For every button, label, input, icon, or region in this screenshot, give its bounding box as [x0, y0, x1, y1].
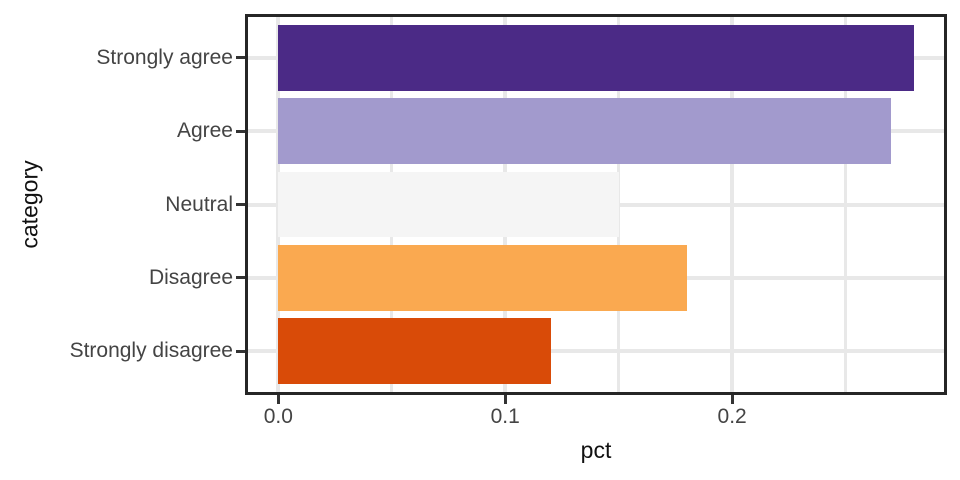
x-axis-tick: [276, 395, 280, 404]
y-axis-tick: [236, 349, 245, 353]
x-tick-label: 0.0: [263, 405, 293, 428]
y-axis-tick: [236, 276, 245, 280]
panel-border-right: [944, 14, 947, 395]
bar-strongly-disagree: [278, 318, 551, 384]
bar-neutral: [278, 171, 619, 238]
y-tick-label: Agree: [176, 119, 233, 143]
x-axis-tick: [503, 395, 507, 404]
panel-border-bottom: [245, 392, 947, 395]
gridline-y-major: [245, 349, 947, 354]
bar-agree: [278, 98, 891, 165]
x-tick-label: 0.2: [717, 405, 747, 428]
y-axis-tick: [236, 203, 245, 206]
y-tick-label: Strongly agree: [96, 45, 233, 69]
y-tick-label: Strongly disagree: [69, 339, 233, 363]
y-axis-tick: [236, 56, 245, 60]
bar-disagree: [278, 244, 687, 311]
y-tick-label: Disagree: [148, 265, 233, 289]
plot-panel: [245, 14, 947, 395]
x-axis-title: pct: [580, 437, 612, 463]
x-axis-tick: [730, 395, 734, 404]
bar-strongly-agree: [278, 24, 914, 91]
x-tick-label: 0.1: [490, 405, 520, 428]
y-tick-label: Neutral: [165, 192, 233, 216]
panel-border-left: [245, 14, 248, 395]
panel-border-top: [245, 14, 947, 17]
y-axis-tick: [236, 129, 245, 133]
